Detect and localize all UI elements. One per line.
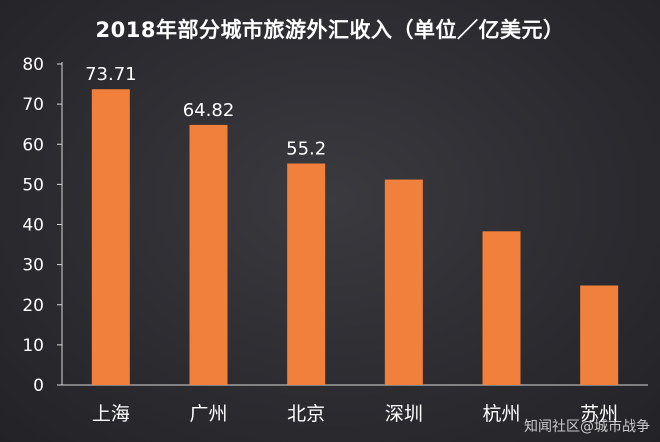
y-tick-label: 80 bbox=[22, 55, 44, 75]
y-tick-label: 60 bbox=[22, 135, 44, 155]
x-tick-label: 广州 bbox=[189, 403, 227, 425]
y-tick-label: 0 bbox=[33, 376, 44, 396]
bar bbox=[189, 124, 228, 385]
y-tick-label: 30 bbox=[22, 256, 44, 276]
bar bbox=[384, 179, 423, 385]
y-tick-label: 50 bbox=[22, 175, 44, 195]
data-label: 64.82 bbox=[183, 100, 235, 121]
x-tick-label: 深圳 bbox=[385, 403, 423, 425]
bar bbox=[482, 231, 521, 385]
bar bbox=[91, 89, 130, 386]
y-tick-label: 10 bbox=[22, 336, 44, 356]
bar bbox=[287, 163, 326, 385]
y-tick-label: 20 bbox=[22, 296, 44, 316]
chart-title: 2018年部分城市旅游外汇收入（单位／亿美元） bbox=[95, 18, 565, 42]
data-label: 55.2 bbox=[286, 139, 326, 160]
y-tick-label: 40 bbox=[22, 216, 44, 236]
data-label: 73.71 bbox=[85, 64, 137, 85]
watermark: 知闻社区@城市战争 bbox=[524, 419, 650, 435]
bar bbox=[580, 285, 619, 385]
x-tick-label: 北京 bbox=[287, 403, 325, 425]
x-tick-label: 杭州 bbox=[482, 403, 520, 425]
x-tick-label: 上海 bbox=[92, 403, 130, 425]
y-tick-label: 70 bbox=[22, 95, 44, 115]
x-tick-label: 苏州 bbox=[580, 403, 618, 425]
